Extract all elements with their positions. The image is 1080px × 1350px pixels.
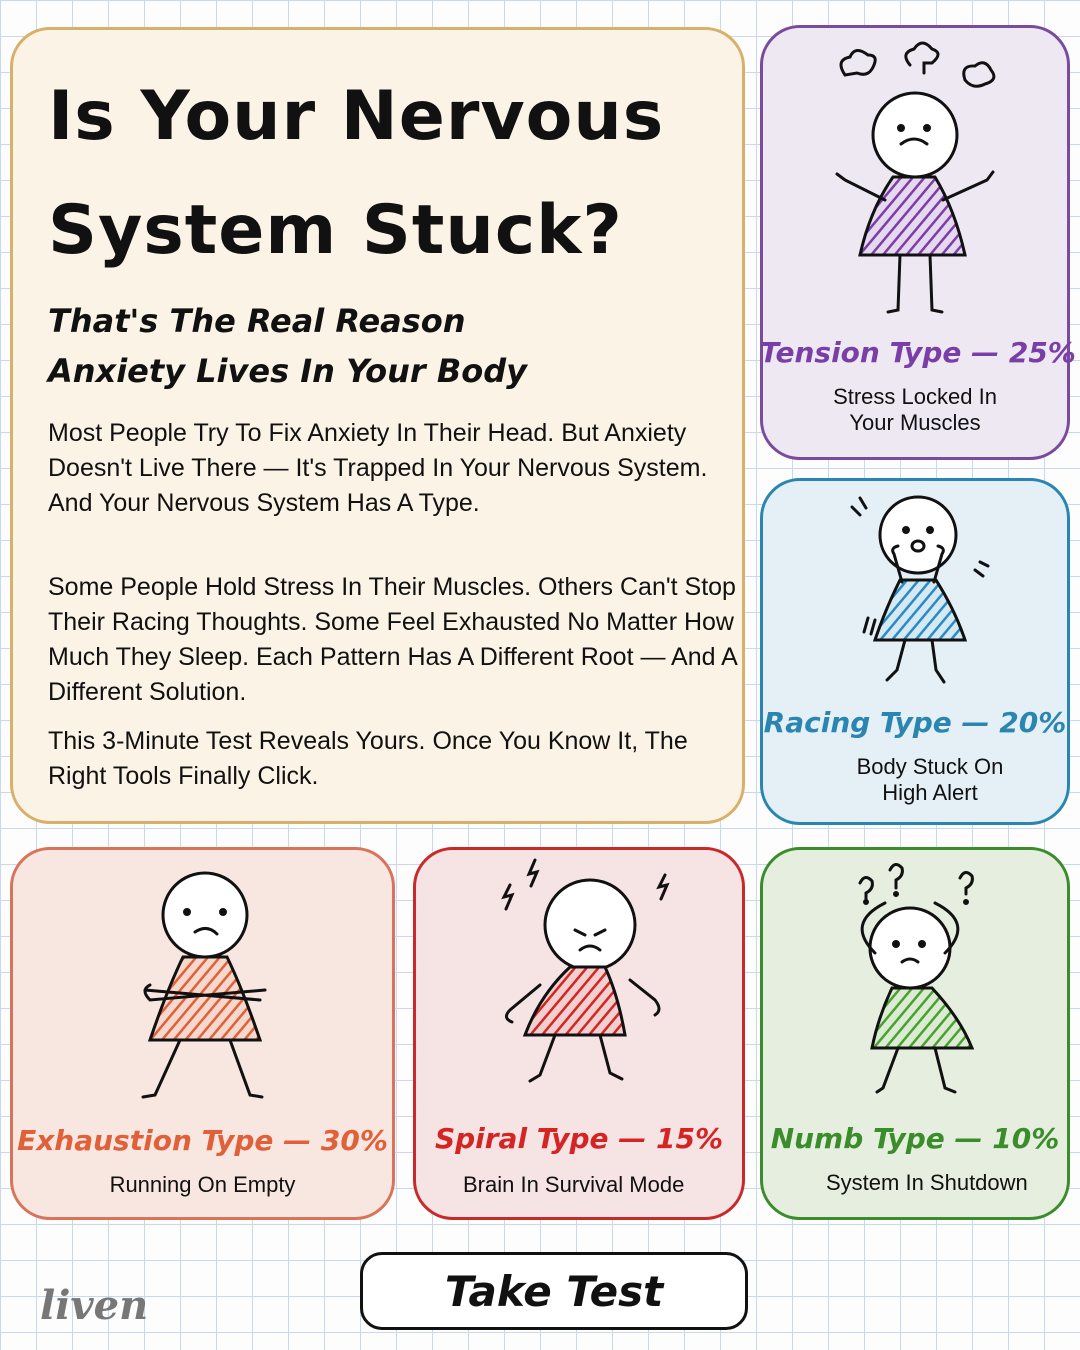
paragraph: This 3-Minute Test Reveals Yours. Once Y…	[48, 727, 688, 790]
figure	[141, 871, 267, 1099]
type-description: Brain In Survival Mode	[463, 1172, 685, 1197]
intro-card	[10, 27, 745, 824]
type-description: Running On Empty	[109, 1172, 296, 1197]
type-name: Exhaustion Type — 30%	[17, 1124, 388, 1157]
type-description: System In Shutdown	[826, 1170, 1028, 1195]
type-name: Spiral Type — 15%	[434, 1122, 724, 1155]
type-name: Racing Type — 20%	[763, 706, 1067, 739]
figure	[850, 495, 990, 684]
type-name: Tension Type — 25%	[760, 336, 1076, 369]
type-description: Body Stuck On High Alert	[856, 754, 1004, 805]
figure	[501, 858, 670, 1083]
subtitle: That's The Real Reason Anxiety Lives In …	[48, 302, 527, 390]
figure	[835, 41, 996, 314]
take-test-button[interactable]: Take Test	[360, 1252, 748, 1330]
title: Is Your Nervous System Stuck?	[48, 77, 665, 270]
brand-logo: liven	[40, 1282, 149, 1329]
type-name: Numb Type — 10%	[770, 1122, 1060, 1155]
paragraph: Some People Hold Stress In Their Muscles…	[48, 573, 737, 706]
type-description: Stress Locked In Your Muscles	[833, 384, 997, 435]
figure	[858, 863, 975, 1094]
paragraph: Most People Try To Fix Anxiety In Their …	[48, 419, 708, 517]
